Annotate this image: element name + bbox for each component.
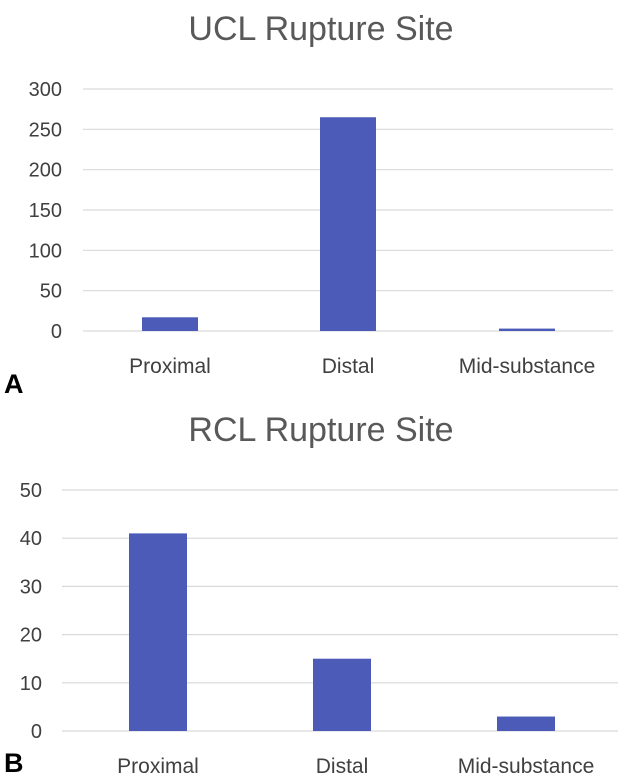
category-labels: Proximal Distal Mid-substance bbox=[129, 355, 595, 378]
y-tick-label: 50 bbox=[20, 480, 42, 502]
bar-proximal bbox=[142, 317, 198, 331]
category-label: Distal bbox=[322, 355, 375, 378]
bar-proximal bbox=[129, 533, 187, 731]
panel-label-a: A bbox=[4, 369, 24, 399]
category-label: Mid-substance bbox=[458, 755, 595, 778]
y-tick-label: 100 bbox=[29, 240, 62, 262]
bars bbox=[129, 533, 555, 731]
y-tick-label: 10 bbox=[20, 673, 42, 695]
chart-title: UCL Rupture Site bbox=[188, 10, 453, 48]
category-label: Mid-substance bbox=[459, 355, 596, 378]
category-label: Proximal bbox=[117, 755, 199, 778]
y-tick-label: 200 bbox=[29, 160, 62, 182]
chart-ucl: UCL Rupture Site 0 50 100 150 200 250 300 Prox… bbox=[29, 10, 613, 378]
bar-mid-substance bbox=[497, 716, 555, 731]
y-tick-label: 150 bbox=[29, 200, 62, 222]
y-tick-labels: 0 50 100 150 200 250 300 bbox=[29, 79, 62, 343]
bar-mid-substance bbox=[499, 328, 555, 331]
category-label: Proximal bbox=[129, 355, 211, 378]
y-tick-label: 300 bbox=[29, 79, 62, 101]
bar-distal bbox=[320, 117, 376, 331]
y-tick-label: 30 bbox=[20, 576, 42, 598]
chart-title: RCL Rupture Site bbox=[188, 411, 453, 449]
category-labels: Proximal Distal Mid-substance bbox=[117, 755, 594, 778]
y-tick-label: 40 bbox=[20, 528, 42, 550]
y-tick-label: 0 bbox=[31, 721, 42, 743]
bar-distal bbox=[313, 658, 371, 731]
y-tick-label: 50 bbox=[40, 281, 62, 303]
category-label: Distal bbox=[316, 755, 369, 778]
y-tick-label: 250 bbox=[29, 119, 62, 141]
chart-rcl: RCL Rupture Site 0 10 20 30 40 50 Proximal Dis… bbox=[20, 411, 618, 778]
bars bbox=[142, 117, 555, 331]
y-tick-label: 0 bbox=[51, 321, 62, 343]
panel-label-b: B bbox=[4, 748, 24, 778]
y-tick-label: 20 bbox=[20, 625, 42, 647]
y-tick-labels: 0 10 20 30 40 50 bbox=[20, 480, 42, 743]
